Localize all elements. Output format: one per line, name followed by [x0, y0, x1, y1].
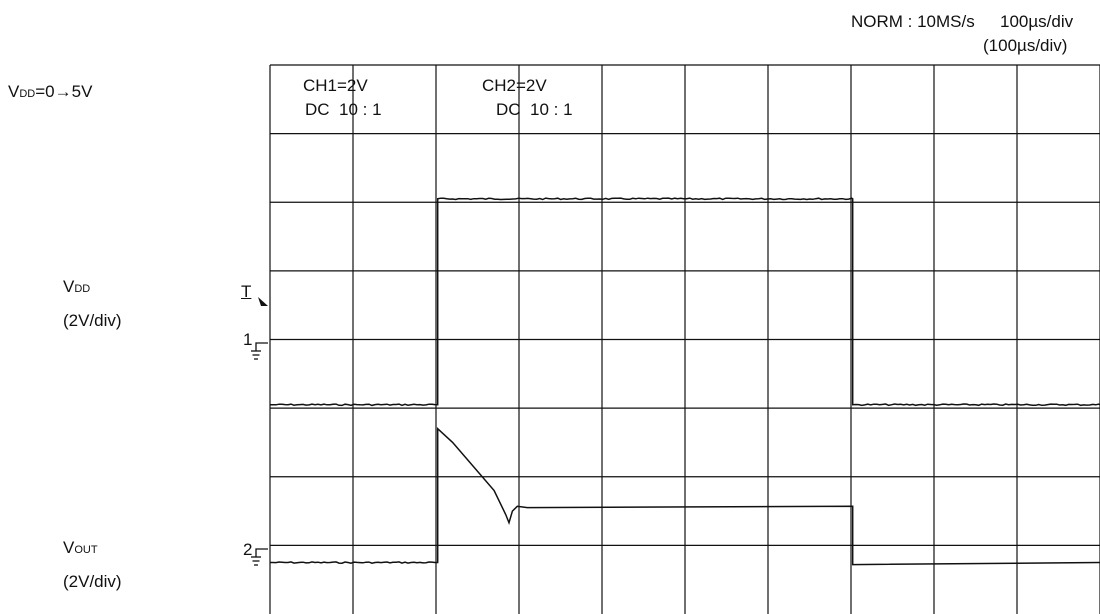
trigger-arrow-icon [258, 297, 268, 306]
trace-ch1 [270, 197, 1100, 407]
vout-scale: (2V/div) [63, 572, 122, 591]
supply-condition-symbol: V [8, 82, 20, 101]
timebase: 100µs/div [1000, 12, 1074, 31]
timebase-secondary: (100µs/div) [983, 36, 1068, 55]
supply-condition-value: =0→5V [35, 82, 93, 101]
acquisition-mode: NORM : 10MS/s [851, 12, 975, 31]
vdd-label: VDD [63, 277, 90, 299]
graticule-grid [269, 64, 1100, 614]
ground-icon [251, 342, 268, 360]
ch1-ground-marker: 1 [243, 330, 253, 349]
supply-condition-subscript: DD [19, 88, 36, 100]
vdd-symbol: V [63, 277, 75, 296]
vout-label: VOUT [63, 538, 98, 560]
ch1-setting: CH1=2V [303, 76, 368, 95]
vdd-subscript: DD [74, 283, 91, 295]
ch2-coupling: DC 10 : 1 [496, 100, 573, 119]
vout-symbol: V [63, 538, 75, 557]
ground-icon [251, 548, 268, 566]
trace-ch2 [270, 426, 1100, 566]
supply-condition: VDD=0→5V [8, 82, 92, 104]
vout-subscript: OUT [74, 544, 98, 556]
vdd-scale: (2V/div) [63, 311, 122, 330]
trigger-marker: T [241, 282, 252, 301]
ch2-ground-marker: 2 [243, 540, 253, 559]
marker-icons [251, 297, 268, 566]
waveform-traces [270, 197, 1100, 566]
ch2-setting: CH2=2V [482, 76, 547, 95]
